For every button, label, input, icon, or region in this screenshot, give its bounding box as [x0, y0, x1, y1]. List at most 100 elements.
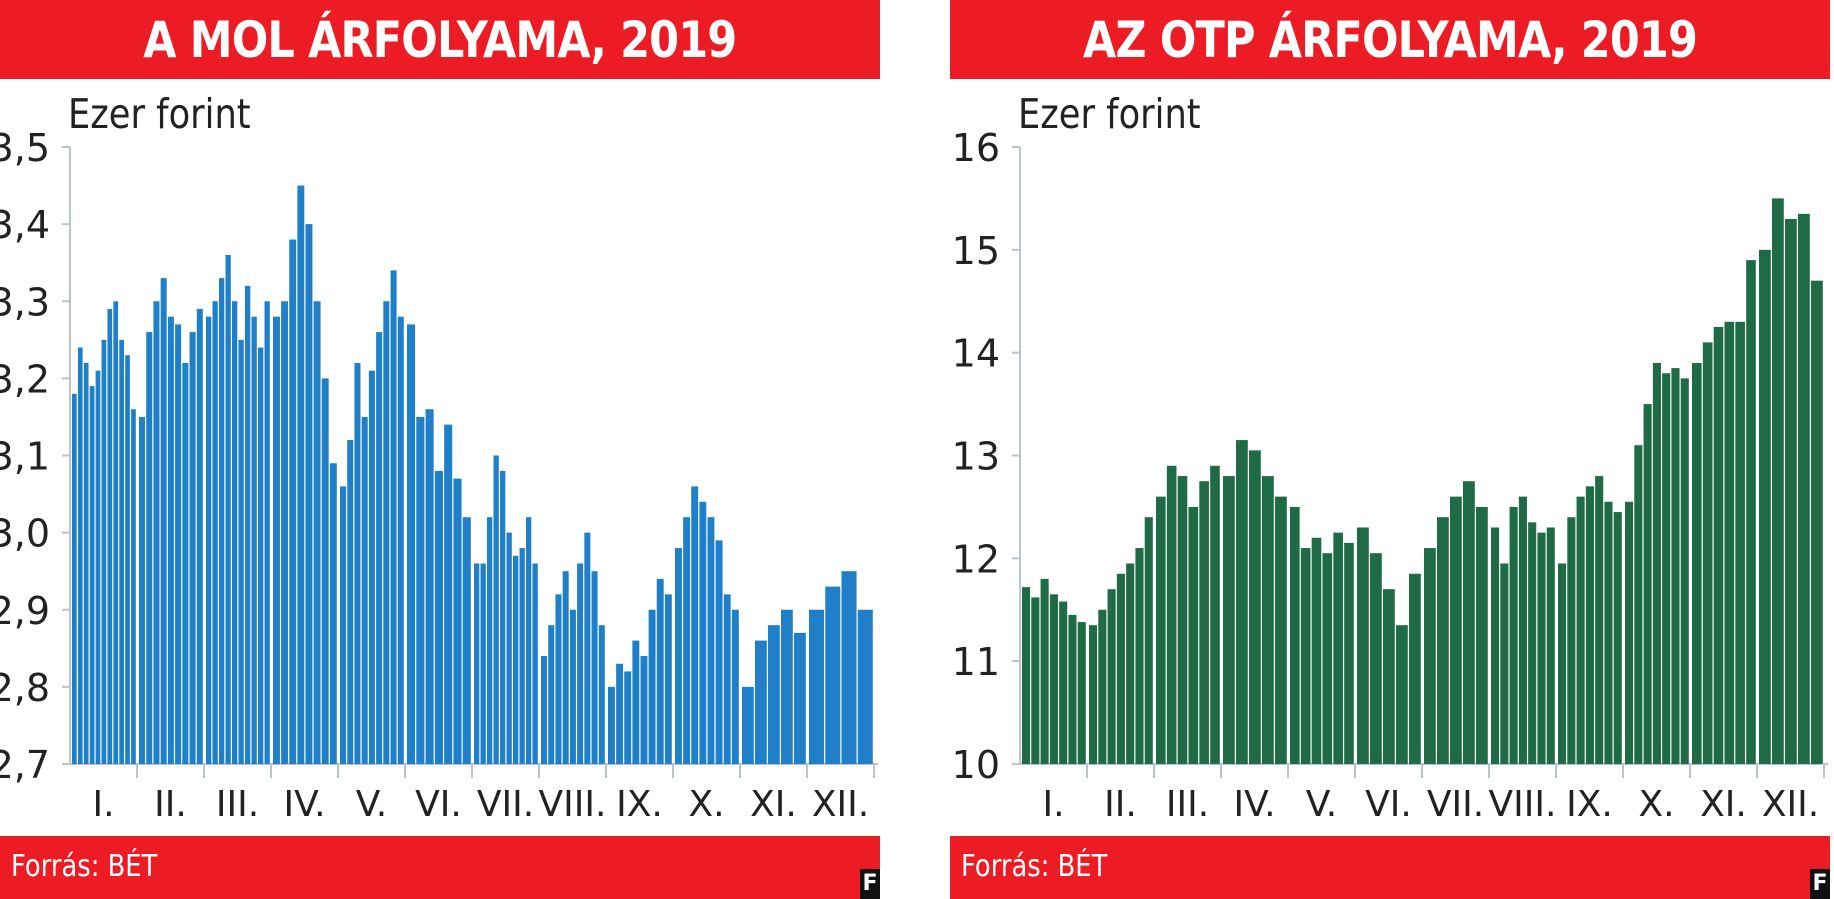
bar — [131, 409, 136, 764]
bar — [153, 301, 160, 764]
bar — [1625, 501, 1634, 764]
bar — [1450, 496, 1462, 764]
bar — [809, 609, 825, 764]
bar — [1383, 589, 1395, 764]
x-tick-label: VI. — [415, 784, 462, 825]
x-tick-label: VII. — [1427, 784, 1484, 825]
y-tick-label: 13 — [952, 435, 1000, 479]
bar — [329, 463, 337, 764]
bar — [1500, 563, 1509, 764]
bar — [1098, 609, 1107, 764]
x-tick-label: XI. — [1700, 784, 1747, 825]
bar — [857, 609, 873, 764]
chart-title: AZ OTP ÁRFOLYAMA, 2019 — [950, 0, 1830, 79]
bar — [1537, 532, 1546, 765]
bar — [541, 656, 548, 764]
bar — [664, 594, 672, 764]
bar — [1344, 542, 1354, 764]
bar — [258, 347, 264, 764]
bar — [1040, 578, 1049, 764]
mol-bar-chart: 2,7 2,8 2,9 3,0 3,1 3,2 3,3 3,4 3,5 I. II. III. IV. V… — [0, 126, 878, 825]
x-tick-label: XII. — [1762, 784, 1819, 825]
bar — [313, 301, 321, 764]
bar — [1107, 589, 1116, 764]
bar — [1746, 260, 1756, 764]
bar — [1116, 573, 1125, 764]
bar — [1476, 506, 1488, 764]
bar — [407, 324, 416, 764]
otp-chart-panel: AZ OTP ÁRFOLYAMA, 2019 Ezer forint 10 11 1… — [950, 0, 1830, 899]
bar — [89, 386, 95, 764]
bar — [264, 301, 270, 764]
bar — [232, 301, 238, 764]
bar — [1713, 326, 1724, 764]
bar — [72, 393, 77, 764]
bar — [562, 571, 569, 764]
bar — [1409, 573, 1421, 764]
bar — [723, 594, 731, 764]
bar — [1290, 506, 1300, 764]
bar — [755, 640, 767, 764]
y-tick-label: 3,3 — [0, 280, 50, 324]
bar — [707, 517, 715, 764]
bar — [1634, 445, 1643, 764]
bar — [245, 285, 251, 764]
x-tick-label: III. — [216, 784, 259, 825]
bar — [251, 316, 257, 764]
bar — [781, 609, 793, 764]
bar — [548, 625, 555, 764]
bar — [731, 609, 739, 764]
bar — [273, 316, 280, 764]
bar — [113, 301, 119, 764]
bar — [1671, 368, 1680, 764]
y-unit-label: Ezer forint — [68, 90, 251, 138]
bar — [569, 609, 576, 764]
bar — [624, 671, 632, 764]
bar — [1262, 476, 1274, 764]
x-tick-label: XII. — [812, 784, 869, 825]
bar — [1509, 506, 1518, 764]
bar — [189, 332, 196, 764]
source-bar: Forrás: BÉT F — [0, 836, 880, 899]
chart-title: A MOL ÁRFOLYAMA, 2019 — [0, 0, 880, 79]
bar — [1223, 476, 1235, 764]
bar — [1518, 496, 1527, 764]
bar — [1300, 548, 1311, 764]
bar — [95, 370, 101, 764]
bar — [434, 470, 443, 764]
x-tick-label: XI. — [750, 784, 797, 825]
y-tick-label: 3,5 — [0, 126, 50, 170]
bar — [513, 555, 519, 764]
bar — [361, 416, 368, 764]
x-tick-label: VIII. — [1489, 784, 1557, 825]
bar — [474, 563, 480, 764]
x-tick-label: IX. — [616, 784, 663, 825]
y-tick-label: 15 — [952, 229, 1000, 273]
bar — [1396, 625, 1408, 764]
bar — [1662, 373, 1671, 764]
source-label: Forrás: BÉT — [11, 849, 158, 884]
bar — [1652, 362, 1661, 764]
bar — [519, 548, 525, 764]
mol-chart-panel: A MOL ÁRFOLYAMA, 2019 Ezer forint 2,7 2,8… — [0, 0, 880, 899]
bar — [1210, 465, 1220, 764]
bar — [1370, 553, 1382, 764]
bar — [532, 563, 538, 764]
bar — [608, 686, 615, 764]
bar — [1077, 622, 1086, 764]
bar — [768, 625, 780, 764]
bar — [1604, 501, 1613, 764]
bar — [526, 517, 532, 764]
bar — [500, 470, 506, 764]
bar — [206, 316, 212, 764]
bar — [1437, 517, 1449, 764]
x-tick-label: VIII. — [539, 784, 607, 825]
bar — [1585, 486, 1594, 764]
bar — [1199, 481, 1209, 764]
bar — [1595, 476, 1604, 764]
bar — [1022, 587, 1031, 764]
x-tick-label: III. — [1166, 784, 1209, 825]
bar — [1311, 537, 1322, 764]
brand-logo: F — [1810, 869, 1830, 899]
bar — [794, 632, 806, 764]
